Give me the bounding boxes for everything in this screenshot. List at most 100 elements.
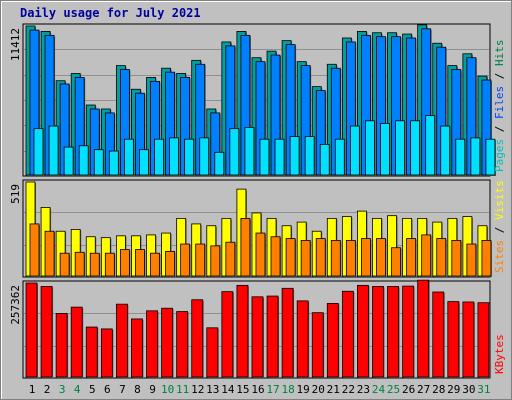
y-tick-label: 11412 xyxy=(9,28,22,61)
legend: Sites / Visits xyxy=(493,180,506,273)
x-tick-label-19: 19 xyxy=(297,383,310,396)
bar-sites-12 xyxy=(195,243,206,277)
bar-kbytes-19 xyxy=(296,300,309,378)
bar-kbytes-21 xyxy=(326,303,339,378)
bar-pages-14 xyxy=(229,128,240,176)
x-tick-label-27: 27 xyxy=(417,383,430,396)
bar-kbytes-25 xyxy=(387,286,399,378)
bar-sites-4 xyxy=(74,251,85,277)
bar-kbytes-1 xyxy=(25,282,38,378)
bar-kbytes-31 xyxy=(477,302,490,378)
bar-sites-24 xyxy=(376,238,386,277)
legend-item-visits: Visits xyxy=(493,180,506,220)
legend-separator: / xyxy=(493,119,506,139)
x-tick-label-24: 24 xyxy=(372,383,386,396)
bar-sites-28 xyxy=(436,238,447,277)
bar-sites-13 xyxy=(210,245,221,277)
bar-pages-5 xyxy=(93,149,104,176)
bar-pages-23 xyxy=(365,120,375,176)
bar-sites-26 xyxy=(406,238,417,277)
x-axis: 1 2 3 4 5 6 7 8 9 10 11 12 13 14 15 16 17 18 19 20 21 22 23 24 2… xyxy=(29,383,491,396)
bar-pages-25 xyxy=(395,120,405,176)
x-tick-label-12: 12 xyxy=(191,383,204,396)
bar-kbytes-6 xyxy=(100,328,113,378)
x-tick-label-22: 22 xyxy=(342,383,355,396)
visits-sites-panel: 519 Sites / Visits xyxy=(9,179,506,278)
bar-sites-29 xyxy=(451,239,462,277)
x-tick-label-11: 11 xyxy=(176,383,189,396)
bar-pages-18 xyxy=(289,136,300,176)
bar-kbytes-11 xyxy=(176,311,189,378)
kbytes-panel: 257362 KBytes xyxy=(9,279,506,379)
bar-sites-16 xyxy=(255,232,266,277)
bar-pages-20 xyxy=(319,144,330,176)
bar-sites-20 xyxy=(315,238,326,277)
x-tick-label-21: 21 xyxy=(327,383,340,396)
bar-kbytes-14 xyxy=(221,291,234,378)
bar-pages-30 xyxy=(470,137,481,176)
bar-kbytes-3 xyxy=(55,313,68,378)
bar-pages-15 xyxy=(244,126,255,176)
x-tick-label-15: 15 xyxy=(236,383,249,396)
x-tick-label-9: 9 xyxy=(149,383,156,396)
bar-sites-17 xyxy=(270,236,281,277)
x-tick-label-29: 29 xyxy=(447,383,460,396)
bar-kbytes-4 xyxy=(70,306,83,378)
bar-sites-30 xyxy=(466,243,477,277)
bar-sites-7 xyxy=(119,249,130,277)
x-tick-label-5: 5 xyxy=(89,383,96,396)
bar-pages-24 xyxy=(380,123,390,176)
bar-pages-4 xyxy=(78,145,89,176)
bar-sites-25 xyxy=(391,247,401,277)
bar-pages-1 xyxy=(33,128,44,176)
x-tick-label-31: 31 xyxy=(477,383,490,396)
legend-item-pages: Pages xyxy=(493,139,506,172)
x-tick-label-2: 2 xyxy=(44,383,51,396)
bar-kbytes-9 xyxy=(146,310,158,378)
x-tick-label-25: 25 xyxy=(387,383,400,396)
x-tick-label-26: 26 xyxy=(402,383,415,396)
bar-kbytes-18 xyxy=(281,287,294,378)
legend-item-files: Files xyxy=(493,86,506,119)
bar-pages-9 xyxy=(154,138,164,176)
bar-kbytes-23 xyxy=(357,284,369,378)
bar-kbytes-15 xyxy=(236,284,249,378)
hits-files-pages-panel: 11412 Pages / Files / Hits xyxy=(9,23,506,177)
bar-sites-22 xyxy=(345,239,356,277)
bar-sites-11 xyxy=(180,243,191,277)
bar-pages-3 xyxy=(63,146,74,176)
bar-kbytes-22 xyxy=(341,290,354,378)
legend-item-hits: Hits xyxy=(493,40,506,67)
bar-sites-18 xyxy=(285,238,296,277)
x-tick-label-13: 13 xyxy=(206,383,219,396)
bar-pages-16 xyxy=(259,138,270,176)
x-tick-label-10: 10 xyxy=(161,383,174,396)
legend-separator: / xyxy=(493,66,506,86)
bar-pages-29 xyxy=(455,138,466,176)
bar-sites-23 xyxy=(361,238,371,277)
bar-pages-10 xyxy=(169,137,179,176)
bar-kbytes-5 xyxy=(85,326,98,378)
legend: KBytes xyxy=(493,334,506,374)
bar-kbytes-12 xyxy=(191,299,204,378)
x-tick-label-20: 20 xyxy=(312,383,325,396)
bar-sites-19 xyxy=(300,239,311,277)
bar-kbytes-27 xyxy=(417,279,430,378)
bar-pages-7 xyxy=(123,138,134,176)
bar-sites-21 xyxy=(330,239,341,277)
x-tick-label-30: 30 xyxy=(462,383,475,396)
bar-kbytes-24 xyxy=(372,286,384,378)
legend-item-kbytes: KBytes xyxy=(493,334,506,374)
bar-sites-6 xyxy=(104,252,115,277)
bar-pages-13 xyxy=(214,151,225,176)
bar-kbytes-13 xyxy=(206,327,219,378)
bar-pages-8 xyxy=(139,149,149,176)
bar-sites-27 xyxy=(421,234,432,277)
bar-pages-21 xyxy=(334,138,345,176)
bar-kbytes-28 xyxy=(432,291,445,378)
bar-sites-14 xyxy=(225,241,236,277)
bar-sites-3 xyxy=(59,252,70,277)
x-tick-label-17: 17 xyxy=(266,383,279,396)
bar-pages-2 xyxy=(48,125,59,176)
